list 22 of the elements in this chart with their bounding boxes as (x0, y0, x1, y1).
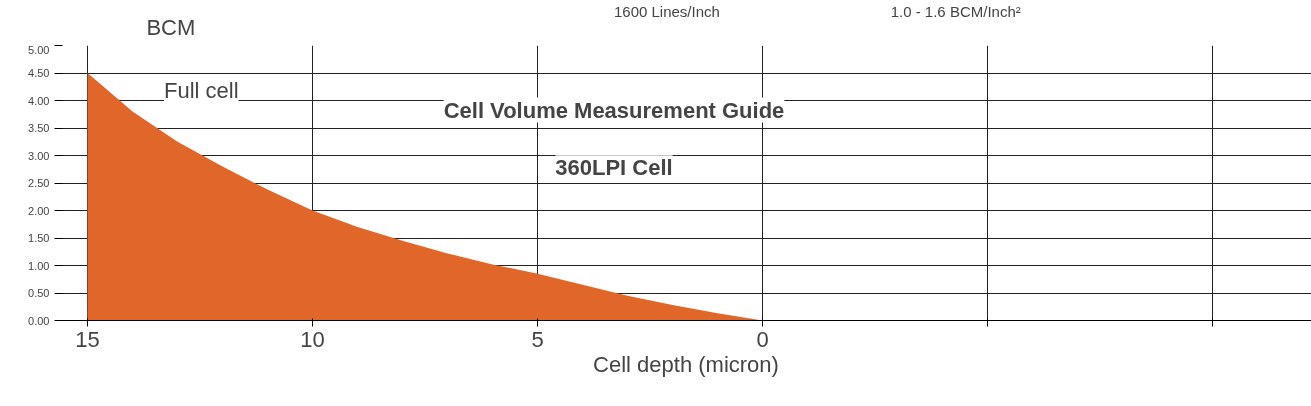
x-axis-title: Cell depth (micron) (593, 351, 779, 377)
x-tick-label: 10 (300, 326, 325, 352)
text: 1.0 - 1.6 BCM/Inch² (890, 2, 1021, 20)
y-tick-label: 1.00 (28, 259, 50, 272)
y-tick-label: 2.50 (28, 177, 50, 189)
x-tick-label: 5 (531, 326, 544, 352)
y-tick-label: 1.50 (28, 232, 50, 244)
y-tick-label: 0.50 (28, 287, 50, 299)
y-tick-label: 5.00 (28, 43, 50, 56)
text: 1600 Lines/Inch (613, 2, 720, 20)
y-tick-label: 4.00 (28, 94, 50, 107)
text: 360LPI Cell (555, 155, 673, 181)
y-axis-title: BCM (146, 14, 196, 40)
text: Cell Volume Measurement Guide (443, 97, 785, 123)
x-tick-label: 15 (75, 326, 100, 352)
x-tick-label: 0 (756, 326, 769, 352)
y-tick-label: 3.00 (28, 149, 50, 162)
y-tick-label: 0.00 (28, 314, 50, 327)
y-tick-label: 3.50 (28, 122, 50, 134)
annotation: Full cell (164, 78, 239, 104)
y-tick-label: 2.00 (28, 204, 50, 217)
y-tick-label: 4.50 (28, 67, 50, 79)
